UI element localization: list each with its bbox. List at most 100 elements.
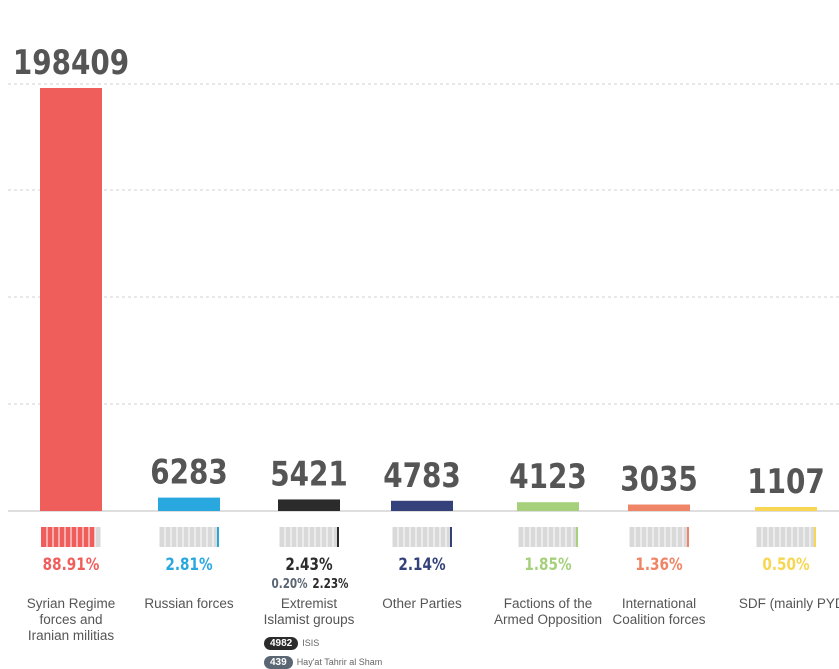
mini-bar-segment (303, 527, 309, 547)
mini-bar-segment (810, 527, 816, 547)
category-label-line: Coalition forces (612, 612, 706, 627)
mini-bar-segment (572, 527, 578, 547)
mini-bar-segment (518, 527, 524, 547)
percentage-label: 2.14% (398, 555, 446, 575)
mini-bar-segment (195, 527, 201, 547)
mini-bar-segment (560, 527, 566, 547)
mini-bar-segment (671, 527, 677, 547)
percentage-label: 1.36% (635, 555, 683, 575)
mini-bar-segment (798, 527, 804, 547)
category-label: Russian forces (127, 596, 251, 612)
percentage-label: 0.50% (762, 555, 810, 575)
percentage-label: 1.85% (524, 555, 572, 575)
mini-bar-segment (524, 527, 530, 547)
mini-bar-segment (780, 527, 786, 547)
mini-bar-segment (440, 527, 446, 547)
percentage-label: 88.91% (42, 555, 100, 575)
mini-bar-segment (683, 527, 689, 547)
mini-bar-segment (201, 527, 207, 547)
mini-bar-segment (768, 527, 774, 547)
bar (391, 500, 453, 511)
category-label-line: Factions of the (503, 596, 593, 611)
isis-count-pill: 4982 (264, 636, 299, 650)
mini-bar-segment (333, 527, 339, 547)
mini-bar-segment (207, 527, 213, 547)
bars (40, 88, 817, 511)
mini-bar-segment (629, 527, 635, 547)
mini-bar-segment (309, 527, 315, 547)
mini-bar-segment (647, 527, 653, 547)
bar (158, 497, 220, 511)
value-label: 4783 (383, 456, 461, 495)
extremist-breakdown-percentages: 0.20% 2.23% (260, 577, 359, 592)
mini-bar-segment (786, 527, 792, 547)
mini-bar-segment (183, 527, 189, 547)
mini-bar-segment (171, 527, 177, 547)
mini-bar-segment (641, 527, 647, 547)
hts-legend-row: 439 Hay'at Tahrir al Sham (264, 655, 382, 669)
category-label-line: Syrian Regime (26, 596, 116, 611)
category-label: SDF (mainly PYD) (724, 596, 839, 612)
mini-bar-segment (756, 527, 762, 547)
mini-bar-segment (446, 527, 452, 547)
mini-bar-segment (542, 527, 548, 547)
category-label: Syrian Regime forces and Iranian militias (9, 596, 133, 644)
mini-bar-segment (665, 527, 671, 547)
isis-percentage: 0.20% (271, 577, 308, 592)
mini-bar-segment (566, 527, 572, 547)
category-label-line: Armed Opposition (493, 612, 603, 627)
category-label-line: Russian forces (144, 596, 234, 611)
mini-bar-fill (576, 527, 578, 547)
hts-percentage: 2.23% (312, 577, 349, 592)
mini-bar-segment (548, 527, 554, 547)
mini-bar-fill (687, 527, 689, 547)
mini-bar-segment (404, 527, 410, 547)
value-label: 5421 (270, 455, 348, 494)
value-label: 198409 (13, 43, 129, 82)
mini-bar-fill (814, 527, 816, 547)
category-label: Extremist Islamist groups (247, 596, 371, 628)
mini-bar-segment (315, 527, 321, 547)
bar (517, 502, 579, 511)
mini-bar-segment (285, 527, 291, 547)
percentage-mini-bars (41, 527, 816, 547)
value-label: 6283 (150, 453, 228, 492)
mini-bar-segment (189, 527, 195, 547)
mini-bar-segment (422, 527, 428, 547)
mini-bar-segment (213, 527, 219, 547)
category-label-line: SDF (mainly PYD) (738, 596, 839, 611)
mini-bar-segment (536, 527, 542, 547)
category-label-line: International (621, 596, 697, 611)
mini-bar-segment (653, 527, 659, 547)
mini-bar-segment (804, 527, 810, 547)
category-label-line: forces and (39, 612, 103, 627)
mini-bar-segment (434, 527, 440, 547)
bar (755, 507, 817, 511)
value-label: 4123 (509, 458, 587, 497)
category-label: Factions of the Armed Opposition (486, 596, 610, 628)
mini-bar-segment (392, 527, 398, 547)
mini-bar-segment (291, 527, 297, 547)
mini-bar-segment (410, 527, 416, 547)
category-label-line: Islamist groups (263, 612, 355, 627)
hts-label: Hay'at Tahrir al Sham (296, 657, 383, 667)
hts-count-pill: 439 (264, 655, 293, 669)
isis-label: ISIS (302, 638, 320, 648)
mini-bar-segment (416, 527, 422, 547)
mini-bar-segment (327, 527, 333, 547)
mini-bar-segment (398, 527, 404, 547)
bar (278, 499, 340, 511)
value-labels: 198409 6283 5421 4783 4123 3035 1107 (13, 43, 825, 501)
mini-bar-segment (321, 527, 327, 547)
bar (628, 504, 690, 511)
mini-bar-segment (177, 527, 183, 547)
mini-bar-segment (297, 527, 303, 547)
isis-legend-row: 4982 ISIS (264, 636, 319, 650)
mini-bar-segment (554, 527, 560, 547)
mini-bar-segment (677, 527, 683, 547)
category-label: International Coalition forces (597, 596, 721, 628)
mini-bar-segment (530, 527, 536, 547)
category-label-line: Other Parties (382, 596, 462, 611)
mini-bar-segment (279, 527, 285, 547)
